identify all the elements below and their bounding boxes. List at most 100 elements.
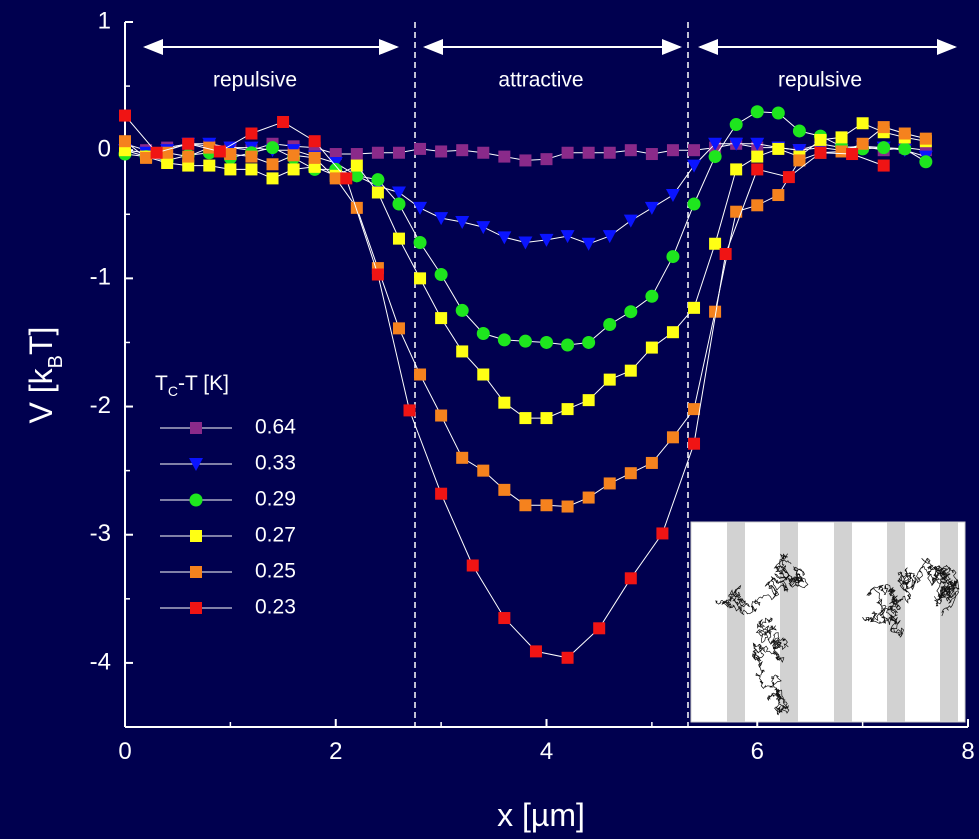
point xyxy=(287,163,300,176)
point xyxy=(371,146,384,159)
point xyxy=(476,221,491,235)
annotation: repulsive xyxy=(778,69,862,92)
point xyxy=(919,155,933,169)
annotation: repulsive xyxy=(213,69,297,92)
point xyxy=(708,150,722,164)
trajectory xyxy=(752,617,790,716)
point xyxy=(161,146,174,159)
x-tick-label: 0 xyxy=(118,738,131,765)
legend-title-part: T xyxy=(155,372,168,395)
point xyxy=(414,368,427,381)
point xyxy=(561,338,575,352)
point xyxy=(414,142,427,155)
legend-marker xyxy=(190,422,202,434)
point xyxy=(140,151,153,164)
point xyxy=(603,318,617,332)
point xyxy=(624,467,637,480)
inset-stripe xyxy=(834,522,852,722)
point xyxy=(497,231,512,245)
point xyxy=(477,368,490,381)
point xyxy=(603,373,616,386)
point xyxy=(561,500,574,513)
point xyxy=(751,150,764,163)
point xyxy=(687,159,702,173)
legend-title-sub: C xyxy=(168,383,178,399)
legend-label: 0.27 xyxy=(255,524,296,547)
point xyxy=(245,150,258,163)
legend-marker xyxy=(190,530,202,542)
point xyxy=(582,146,595,159)
point xyxy=(498,150,511,163)
y-tick-label: 1 xyxy=(98,7,111,34)
point xyxy=(750,137,765,151)
point xyxy=(392,322,405,335)
point xyxy=(835,145,848,158)
point xyxy=(498,483,511,496)
point xyxy=(340,172,353,185)
point xyxy=(161,157,174,169)
point xyxy=(730,205,743,218)
point xyxy=(224,148,237,161)
point xyxy=(623,214,638,228)
y-tick-label: -3 xyxy=(90,520,111,547)
point xyxy=(213,145,226,158)
legend-title-part: -T [K] xyxy=(178,372,229,395)
point xyxy=(877,159,890,172)
point xyxy=(561,403,574,416)
point xyxy=(709,305,722,318)
point xyxy=(582,335,596,349)
point xyxy=(518,334,532,348)
point xyxy=(266,172,279,185)
inset-image xyxy=(690,521,966,723)
point xyxy=(518,236,533,250)
y-tick-label: 0 xyxy=(98,136,111,163)
point xyxy=(898,127,911,140)
point xyxy=(645,456,658,469)
point xyxy=(435,145,448,158)
point xyxy=(644,201,659,215)
point xyxy=(688,437,701,450)
point xyxy=(435,312,448,325)
point xyxy=(371,268,384,281)
point xyxy=(771,106,785,120)
point xyxy=(561,146,574,159)
y-label-part: V [k xyxy=(23,367,59,423)
point xyxy=(540,335,553,349)
point xyxy=(687,197,701,211)
trajectory xyxy=(921,557,960,617)
x-tick-label: 6 xyxy=(751,738,764,765)
point xyxy=(266,158,279,171)
point xyxy=(846,148,859,161)
point xyxy=(772,142,785,155)
point xyxy=(435,409,448,422)
point xyxy=(919,132,932,145)
point xyxy=(455,215,470,229)
point xyxy=(582,394,595,407)
point xyxy=(392,146,405,159)
point xyxy=(308,151,321,164)
point xyxy=(665,189,680,203)
inset-stripe xyxy=(780,522,798,722)
point xyxy=(772,189,785,202)
point xyxy=(529,645,542,658)
point xyxy=(434,212,449,226)
point xyxy=(666,250,680,264)
inset-stripe xyxy=(727,522,745,722)
point xyxy=(477,464,490,477)
point xyxy=(877,141,891,155)
point xyxy=(392,232,405,245)
point xyxy=(329,172,342,185)
point xyxy=(603,146,616,159)
point xyxy=(519,412,532,425)
point xyxy=(539,233,554,247)
point xyxy=(856,137,869,150)
point xyxy=(560,230,575,244)
point xyxy=(582,491,595,504)
point xyxy=(150,146,163,159)
point xyxy=(350,169,364,183)
point xyxy=(203,141,216,154)
legend-label: 0.33 xyxy=(255,452,296,475)
point xyxy=(602,230,617,244)
point xyxy=(645,289,659,303)
